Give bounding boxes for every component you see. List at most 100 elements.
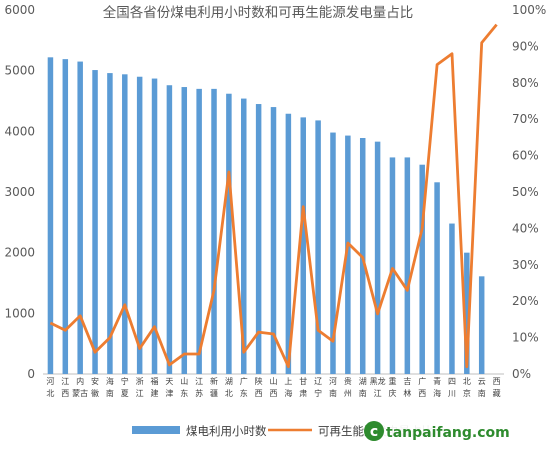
category-label: 四 [448,377,456,386]
category-label: 河 [46,376,54,386]
category-label: 重 [388,376,396,386]
category-label: 庆 [388,388,396,398]
y-right-tick-label: 100% [512,3,546,17]
category-label: 安 [91,376,99,386]
bar [478,276,485,374]
category-label: 甘 [299,376,307,386]
category-label: 海 [433,388,441,398]
bar [434,182,440,374]
category-label: 蒙古 [72,388,88,398]
category-label: 青 [433,376,441,386]
y-right-tick-label: 90% [512,39,539,53]
category-label: 肃 [299,388,307,398]
category-label: 州 [344,389,352,398]
bar [315,120,321,374]
category-label: 建 [151,388,159,398]
bar [166,85,173,374]
y-right-tick-label: 30% [512,258,539,272]
category-label: 北 [225,389,233,398]
bar [77,61,83,375]
watermark-backdrop [372,419,550,443]
category-label: 辽 [314,377,322,386]
bar [404,157,411,374]
legend-bar-swatch [132,426,180,434]
y-right-tick-label: 70% [512,112,539,126]
watermark-text: tanpaifang.com [386,425,510,441]
y-left-tick-label: 4000 [4,124,35,138]
category-label: 陕 [255,376,263,386]
category-label: 新 [210,376,218,386]
category-label: 林 [403,388,411,398]
category-label: 浙 [136,376,144,386]
category-label: 南 [359,388,367,398]
bars-group [47,57,485,375]
bar [374,141,381,374]
category-label: 山 [180,376,188,386]
category-label: 贵 [344,376,352,386]
category-label: 津 [165,388,173,398]
y-right-tick-label: 80% [512,76,539,90]
category-label: 宁 [121,376,129,386]
y-left-tick-label: 1000 [4,306,35,320]
legend-bar-label: 煤电利用小时数 [186,424,267,438]
category-label: 江 [61,377,69,386]
chart-title: 全国各省份煤电利用小时数和可再生能源发电量占比 [103,4,414,21]
bar [226,93,232,374]
category-labels-group: 河北江西内蒙古安徽海南宁夏浙江福建天津山东江苏新疆湖北广东陕西山西上海甘肃辽宁河… [46,376,500,398]
category-label: 疆 [210,389,218,398]
category-label: 藏 [493,388,501,398]
bar [62,59,69,374]
category-label: 黑龙 [370,376,386,386]
y-right-tick-label: 10% [512,331,539,345]
bar [464,252,470,374]
category-label: 北 [463,377,471,386]
bar [107,73,113,375]
category-label: 吉 [403,377,411,386]
bar [270,107,277,375]
category-label: 西 [255,389,263,398]
y-left-tick-label: 6000 [4,3,35,17]
bar [136,76,143,374]
category-label: 河 [329,376,337,386]
watermark: c tanpaifang.com [364,419,550,443]
bar [449,223,455,374]
category-label: 云 [478,377,486,386]
line-series [49,23,498,369]
y-right-tick-label: 40% [512,221,539,235]
category-label: 西 [61,389,69,398]
category-label: 海 [106,376,114,386]
bar [122,74,128,374]
watermark-logo-letter: c [370,424,378,440]
category-label: 北 [46,389,54,398]
category-label: 江 [136,389,144,398]
bar [285,113,292,375]
category-label: 上 [284,377,292,386]
category-label: 徽 [91,388,99,398]
bar [330,132,336,374]
category-label: 广 [418,376,426,386]
bar [300,117,306,374]
category-label: 天 [165,377,173,386]
category-label: 西 [493,377,501,386]
category-label: 山 [270,376,278,386]
category-label: 江 [195,377,203,386]
y-right-tick-label: 0% [512,367,531,381]
bar [181,87,188,375]
category-label: 湖 [359,377,367,386]
y-left-tick-label: 2000 [4,246,35,260]
bar [389,157,396,374]
bar [255,104,262,375]
category-label: 南 [329,388,337,398]
category-label: 南 [106,388,114,398]
category-label: 内 [76,376,84,386]
bar [211,88,217,374]
axes-group: 0 1000 2000 3000 4000 5000 6000 0% 10% 20% 30% 40% 5… [4,3,546,381]
line-group [49,23,498,369]
watermark-logo-icon [364,421,384,441]
bar [151,78,158,374]
category-label: 京 [463,388,471,398]
category-label: 东 [180,388,188,398]
y-right-tick-label: 20% [512,294,539,308]
